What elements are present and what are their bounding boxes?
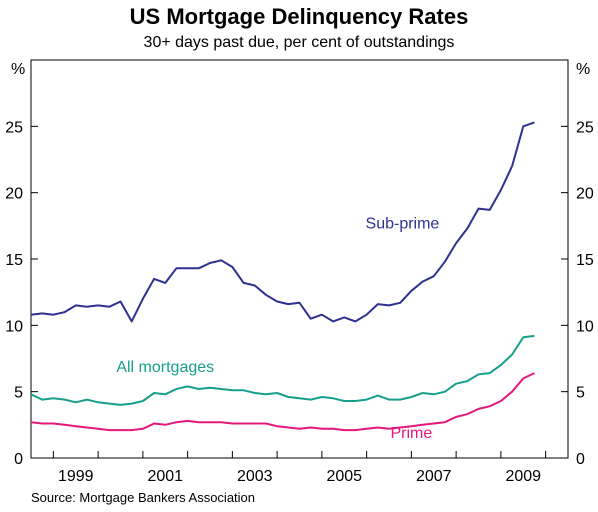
- series-line-all-mortgages: [30, 334, 535, 406]
- chart-subtitle: 30+ days past due, per cent of outstandi…: [143, 34, 455, 51]
- y-tick-label-left: 10: [5, 318, 23, 335]
- y-tick-label-left: 0: [14, 451, 23, 468]
- x-tick-label: 2003: [237, 468, 273, 485]
- y-tick-label-right: 5: [576, 385, 585, 402]
- y-tick-label-left: 25: [5, 119, 23, 136]
- series-label-prime: Prime: [390, 425, 432, 442]
- y-tick-label-right: 10: [576, 318, 594, 335]
- y-tick-label-left: 15: [5, 252, 23, 269]
- y-tick-label-right: 0: [576, 451, 585, 468]
- series-line-prime: [30, 372, 535, 432]
- y-tick-label-left: 20: [5, 186, 23, 203]
- series-line-sub-prime: [30, 121, 535, 323]
- y-unit-left: %: [11, 61, 25, 78]
- y-tick-label-right: 15: [576, 252, 594, 269]
- y-tick-label-left: 5: [14, 385, 23, 402]
- source-note: Source: Mortgage Bankers Association: [31, 490, 256, 505]
- y-tick-label-right: 20: [576, 186, 594, 203]
- x-tick-label: 1999: [58, 468, 94, 485]
- x-tick-label: 2001: [147, 468, 183, 485]
- x-tick-label: 2005: [326, 468, 362, 485]
- chart-title: US Mortgage Delinquency Rates: [129, 4, 469, 29]
- y-unit-right: %: [576, 61, 590, 78]
- series-label-sub-prime: Sub-prime: [366, 215, 440, 232]
- x-tick-label: 2007: [416, 468, 452, 485]
- y-tick-label-right: 25: [576, 119, 594, 136]
- x-tick-label: 2009: [505, 468, 541, 485]
- series-label-all-mortgages: All mortgages: [116, 359, 214, 376]
